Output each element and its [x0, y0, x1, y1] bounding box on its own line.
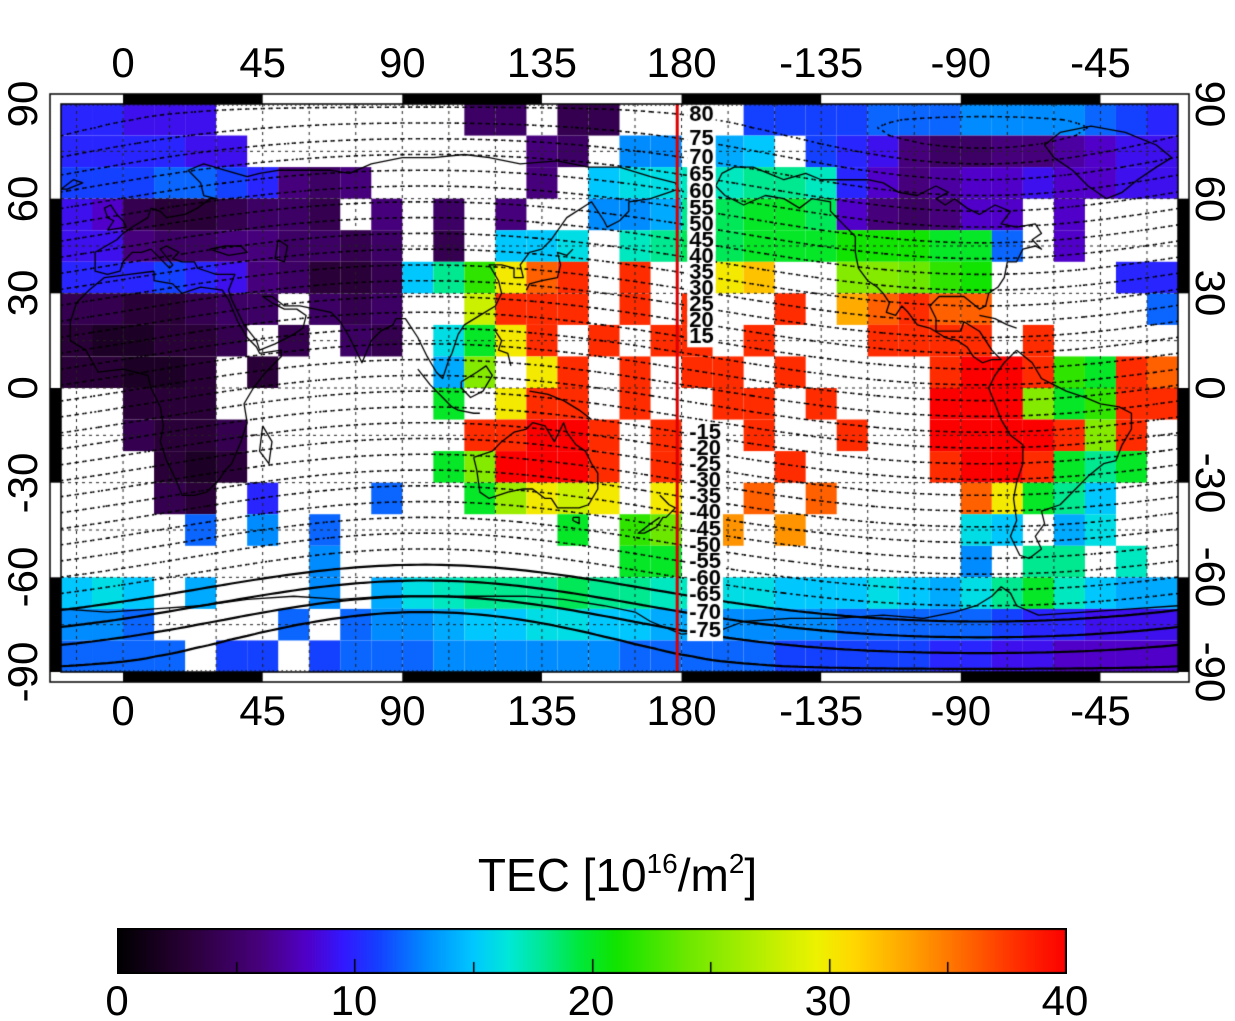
- colorbar-title-mid: /m: [677, 849, 729, 901]
- colorbar-tick-label: 20: [567, 977, 615, 1021]
- world-tec-map-canvas: [0, 0, 1235, 770]
- colorbar-title-post: ]: [744, 849, 758, 901]
- colorbar: [117, 928, 1067, 974]
- colorbar-title-exp16: 16: [646, 847, 678, 879]
- colorbar-tick-label: 0: [105, 977, 129, 1021]
- colorbar-tick-label: 40: [1041, 977, 1089, 1021]
- colorbar-tick-label: 30: [804, 977, 852, 1021]
- colorbar-tick-label: 10: [330, 977, 378, 1021]
- colorbar-title-exp2: 2: [728, 847, 745, 879]
- colorbar-title-pre: TEC [10: [477, 849, 647, 901]
- colorbar-title: TEC [1016/m2]: [0, 848, 1235, 903]
